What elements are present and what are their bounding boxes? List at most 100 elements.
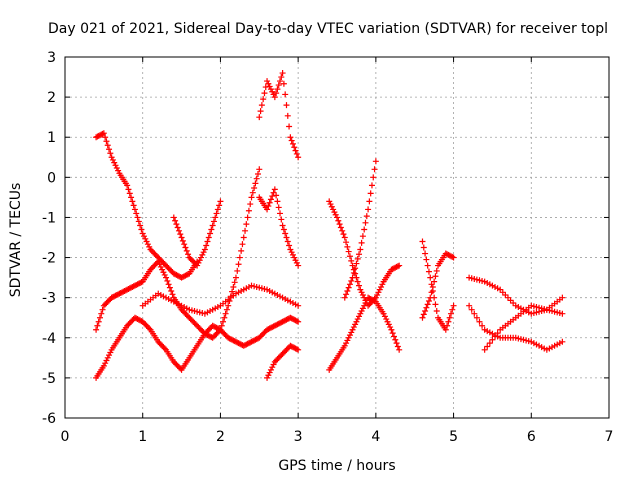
data-point — [106, 352, 113, 359]
data-point — [445, 318, 452, 325]
data-point — [358, 289, 365, 296]
data-point — [486, 340, 493, 347]
data-point — [243, 221, 250, 228]
data-point — [341, 342, 348, 349]
data-point — [218, 322, 225, 329]
data-point — [229, 288, 236, 295]
data-point — [109, 156, 116, 163]
data-point — [394, 343, 401, 350]
data-point — [450, 254, 457, 261]
data-point — [230, 283, 237, 290]
data-point — [358, 308, 365, 315]
data-point — [282, 230, 289, 237]
data-point — [143, 238, 150, 245]
grid-lines — [65, 57, 609, 418]
data-point — [185, 251, 192, 258]
y-tick-label: -2 — [42, 251, 56, 267]
data-point — [295, 262, 302, 269]
data-point — [340, 231, 347, 238]
data-point — [375, 289, 382, 296]
data-point — [295, 154, 302, 161]
data-point — [138, 226, 145, 233]
data-point — [489, 336, 496, 343]
data-point — [265, 203, 272, 210]
data-point — [326, 198, 333, 205]
data-point — [293, 259, 300, 266]
data-point — [484, 343, 491, 350]
data-point — [336, 221, 343, 228]
data-point — [248, 194, 255, 201]
data-point — [280, 226, 287, 233]
y-axis-ticks: -6 -5 -4 -3 -2 -1 0 1 2 3 — [42, 50, 609, 427]
data-point — [424, 301, 431, 308]
data-point — [419, 314, 426, 321]
data-point — [356, 313, 363, 320]
data-point — [471, 310, 478, 317]
data-point — [446, 314, 453, 321]
data-point — [239, 241, 246, 248]
data-point — [344, 287, 351, 294]
data-point — [450, 302, 457, 309]
data-point — [125, 186, 132, 193]
data-point — [247, 201, 254, 208]
data-point — [271, 186, 278, 193]
data-point — [479, 322, 486, 329]
data-point — [267, 86, 274, 93]
data-point — [203, 242, 210, 249]
data-point — [275, 82, 282, 89]
data-point — [494, 330, 501, 337]
data-point — [278, 74, 285, 81]
data-point — [371, 166, 378, 173]
data-point — [368, 182, 375, 189]
data-point — [292, 147, 299, 154]
data-point — [358, 239, 365, 246]
data-point — [111, 159, 118, 166]
data-point — [350, 269, 357, 276]
data-point — [346, 332, 353, 339]
data-point — [344, 337, 351, 344]
data-point — [103, 138, 110, 145]
data-point — [222, 310, 229, 317]
data-point — [422, 250, 429, 257]
data-point — [141, 233, 148, 240]
data-point — [165, 281, 172, 288]
data-point — [293, 150, 300, 157]
x-tick-label: 6 — [527, 429, 536, 445]
data-point — [129, 198, 136, 205]
data-point — [367, 190, 374, 197]
data-point — [238, 247, 245, 254]
data-point — [277, 78, 284, 85]
data-point — [288, 137, 295, 144]
data-point — [266, 199, 273, 206]
data-point — [420, 311, 427, 318]
data-point — [273, 90, 280, 97]
x-tick-label: 4 — [371, 429, 380, 445]
data-point — [466, 302, 473, 309]
data-point — [356, 282, 363, 289]
data-point — [365, 206, 372, 213]
data-point — [200, 249, 207, 256]
data-point — [390, 333, 397, 340]
data-point — [449, 306, 456, 313]
data-point — [468, 306, 475, 313]
data-point — [378, 283, 385, 290]
data-point — [279, 222, 286, 229]
data-point — [135, 218, 142, 225]
data-point — [264, 78, 271, 85]
data-point — [257, 108, 264, 115]
data-point — [362, 300, 369, 307]
data-point — [226, 298, 233, 305]
data-point — [327, 201, 334, 208]
data-point — [363, 213, 370, 220]
data-point — [348, 257, 355, 264]
data-point — [104, 354, 111, 361]
data-point — [223, 306, 230, 313]
data-point — [146, 325, 153, 332]
data-point — [217, 198, 224, 205]
data-point — [433, 267, 440, 274]
data-point — [295, 346, 302, 353]
data-point — [174, 224, 181, 231]
data-point — [361, 302, 368, 309]
data-point — [286, 123, 293, 130]
data-point — [389, 330, 396, 337]
